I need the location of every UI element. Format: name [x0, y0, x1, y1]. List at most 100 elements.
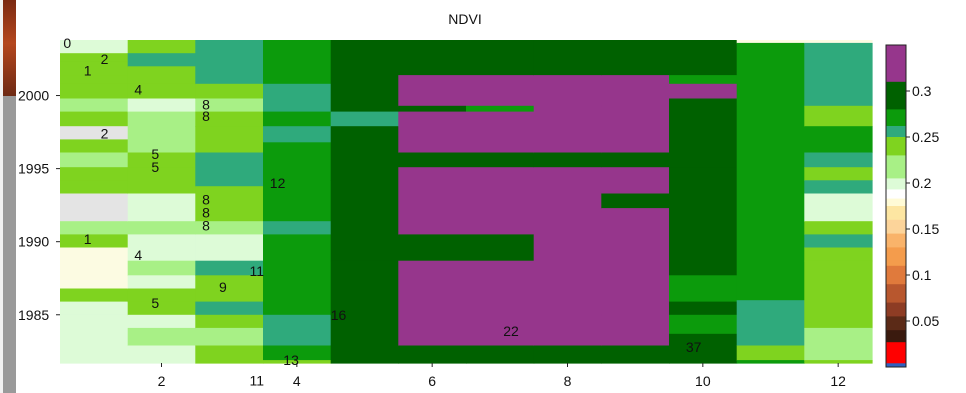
y-tick-label: 1995 — [18, 161, 49, 177]
heatmap-cell — [669, 111, 738, 168]
colorbar-band — [886, 126, 906, 138]
heatmap-cell — [330, 260, 399, 316]
colorbar-band — [886, 155, 906, 179]
heatmap-cell — [60, 53, 129, 63]
heatmap-cell — [466, 167, 535, 235]
heatmap-cell — [669, 98, 738, 113]
heatmap-cell — [60, 193, 129, 222]
heatmap-cell — [601, 40, 670, 76]
heatmap-cell — [60, 61, 129, 76]
heatmap-cell — [669, 40, 738, 76]
heatmap-cell — [533, 167, 602, 262]
heatmap-cell — [398, 345, 467, 364]
heatmap-cell — [60, 98, 129, 113]
colorbar-band — [886, 219, 906, 234]
cell-annotation: 13 — [283, 352, 299, 368]
heatmap-cell — [127, 327, 196, 346]
heatmap-cell — [127, 53, 196, 67]
heatmap-cell — [195, 83, 264, 99]
heatmap-cell — [601, 152, 670, 168]
heatmap-cell — [669, 75, 738, 85]
heatmap-cell — [466, 234, 535, 262]
heatmap-cell — [601, 275, 670, 316]
heatmap-cell — [263, 83, 332, 113]
heatmap-cell — [60, 126, 129, 140]
heatmap-cell — [736, 42, 805, 301]
heatmap-cell — [736, 300, 805, 347]
heatmap-cell — [804, 40, 873, 44]
heatmap-cell — [60, 234, 129, 249]
colorbar-band — [886, 178, 906, 190]
heatmap-cell — [127, 66, 196, 85]
colorbar-band — [886, 284, 906, 303]
heatmap-cell — [669, 314, 738, 335]
heatmap-cell — [533, 40, 602, 76]
colorbar: 0.3 0.25 0.2 0.15 0.1 0.05 — [885, 44, 939, 368]
colorbar-tick-label: 0.25 — [912, 129, 939, 145]
cell-annotation: 9 — [219, 279, 227, 295]
heatmap-cell — [466, 152, 535, 168]
x-tick-label: 4 — [293, 373, 301, 389]
heatmap-cell — [195, 260, 264, 276]
heatmap-cell — [195, 275, 264, 303]
heatmap-cell — [127, 221, 196, 235]
heatmap-cell — [466, 40, 535, 76]
heatmap-cell — [330, 126, 399, 181]
cell-annotation: 0 — [63, 35, 71, 51]
y-tick-label: 2000 — [18, 88, 49, 104]
colorbar-tick-label: 0.3 — [912, 83, 932, 99]
heatmap-cell — [804, 327, 873, 361]
heatmap-cell — [195, 152, 264, 187]
heatmap-cell — [60, 260, 129, 290]
cell-annotation: 11 — [250, 263, 265, 279]
y-tick-label: 1990 — [18, 234, 49, 250]
heatmap-cell — [466, 111, 535, 154]
heatmap-cell — [804, 247, 873, 262]
colorbar-band — [886, 363, 906, 368]
heatmap-cell — [263, 234, 332, 316]
heatmap-cell — [263, 126, 332, 143]
cell-annotation: 11 — [250, 373, 265, 389]
heatmap-cell — [60, 314, 129, 364]
heatmap-cell — [60, 40, 129, 54]
colorbar-band — [886, 302, 906, 317]
x-tick-label: 2 — [158, 373, 166, 389]
y-tick-label: 1985 — [18, 307, 49, 323]
heatmap-cell — [127, 288, 196, 303]
heatmap-cell — [330, 180, 399, 262]
heatmap-cell — [330, 314, 399, 347]
heatmap-cell — [398, 167, 467, 235]
background-edge — [0, 0, 3, 393]
heatmap-cell — [804, 126, 873, 154]
cell-annotation: 4 — [134, 82, 142, 98]
heatmap-cell — [330, 111, 399, 127]
heatmap-cell — [60, 221, 129, 235]
heatmap-cell — [60, 152, 129, 168]
heatmap-cell — [195, 301, 264, 316]
heatmap-cell — [127, 98, 196, 113]
heatmap-cell — [127, 247, 196, 262]
heatmap-cell — [804, 360, 873, 364]
heatmap-cell — [669, 333, 738, 364]
colorbar-tick-label: 0.15 — [912, 221, 939, 237]
heatmap-cell — [127, 345, 196, 364]
heatmap-cell — [60, 247, 129, 262]
heatmap-cell — [601, 75, 670, 107]
heatmap-cell — [533, 75, 602, 107]
cell-annotation: 2 — [101, 51, 109, 67]
x-tick-label: 6 — [428, 373, 436, 389]
x-tick-label: 8 — [564, 373, 572, 389]
heatmap-cell — [127, 301, 196, 316]
y-axis-ticks: 2000 1995 1990 1985 — [18, 88, 60, 323]
colorbar-tick-label: 0.2 — [912, 175, 932, 191]
heatmap-cell — [466, 345, 535, 364]
heatmap-cell — [398, 152, 467, 168]
heatmap-cell — [195, 126, 264, 154]
cell-annotation: 8 — [202, 108, 210, 124]
cell-annotation: 8 — [202, 205, 210, 221]
heatmap-cell — [263, 40, 332, 85]
colorbar-band — [886, 45, 906, 83]
heatmap-cell — [60, 288, 129, 303]
heatmap-cell — [195, 111, 264, 127]
